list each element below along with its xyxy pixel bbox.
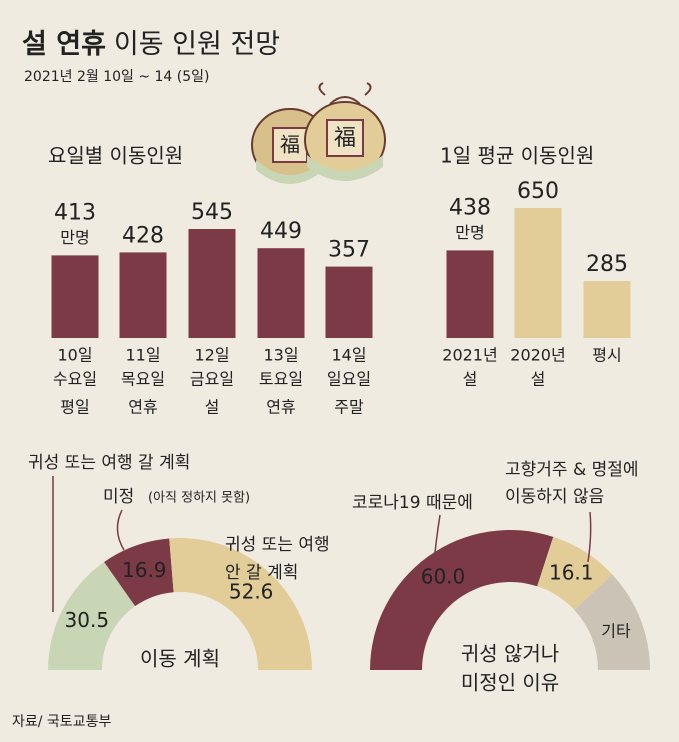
value-label: 428 xyxy=(122,223,164,248)
bar xyxy=(188,229,236,338)
donut-slice xyxy=(169,538,312,670)
slice-name: 코로나19 때문에 xyxy=(352,493,473,513)
bar xyxy=(51,255,99,338)
category-sublabel: 일요일 xyxy=(327,370,371,389)
category-label: 평시 xyxy=(592,346,621,365)
slice-name: 이동하지 않음 xyxy=(505,487,604,507)
donut-slice xyxy=(48,562,136,670)
slice-name: 귀성 또는 여행 xyxy=(225,535,330,555)
category-label: 2020년 xyxy=(510,346,565,365)
value-label: 60.0 xyxy=(421,564,466,588)
leader-line xyxy=(432,514,441,573)
donut-slice xyxy=(104,538,174,607)
donut-slice xyxy=(370,530,554,670)
svg-text:福: 福 xyxy=(334,126,356,151)
title-light: 이동 인원 전망 xyxy=(114,29,280,60)
bar xyxy=(119,252,167,338)
money-bags: 福 福 xyxy=(251,82,386,184)
bar xyxy=(583,281,631,338)
value-label: 52.6 xyxy=(229,579,274,603)
category-label: 2021년 xyxy=(442,346,497,365)
slice-name: 미정 xyxy=(103,487,134,507)
slice-name: 기타 xyxy=(601,622,631,641)
category-sublabel: 설 xyxy=(463,370,478,389)
category-sublabel: 토요일 xyxy=(259,370,303,389)
bar xyxy=(514,208,562,338)
category-sublabel: 수요일 xyxy=(53,370,97,389)
unit-label: 만명 xyxy=(455,223,484,242)
slice-note: (아직 정하지 못함) xyxy=(148,491,250,506)
donut-slice xyxy=(537,536,613,610)
category-label: 12일 xyxy=(194,346,229,365)
tag-label: 연휴 xyxy=(266,398,295,417)
category-label: 14일 xyxy=(331,346,366,365)
bar xyxy=(325,266,373,338)
title: 설 연휴 이동 인원 전망 xyxy=(22,29,280,60)
value-label: 650 xyxy=(517,179,559,204)
slice-name: 귀성 또는 여행 갈 계획 xyxy=(28,453,190,473)
bar xyxy=(446,250,494,338)
value-label: 413 xyxy=(54,200,96,225)
value-label: 16.9 xyxy=(122,558,167,582)
chart-title: 이동 계획 xyxy=(140,647,220,671)
value-label: 438 xyxy=(449,195,491,220)
leader-line xyxy=(587,511,592,563)
tag-label: 연휴 xyxy=(128,398,157,417)
value-label: 16.1 xyxy=(549,560,594,584)
value-label: 449 xyxy=(260,219,302,244)
unit-label: 만명 xyxy=(60,228,89,247)
chart-title: 요일별 이동인원 xyxy=(48,144,183,168)
donut-slice xyxy=(574,574,650,670)
value-label: 285 xyxy=(586,252,628,277)
category-label: 10일 xyxy=(57,346,92,365)
tag-label: 평일 xyxy=(60,398,89,417)
category-label: 13일 xyxy=(263,346,298,365)
chart-title: 귀성 않거나 xyxy=(461,642,559,666)
source: 자료/ 국토교통부 xyxy=(12,714,111,730)
slice-name: 고향거주 & 명절에 xyxy=(505,460,639,480)
subtitle: 2021년 2월 10일 ~ 14 (5일) xyxy=(24,69,210,85)
chart-title: 미정인 이유 xyxy=(461,671,559,695)
value-label: 545 xyxy=(191,200,233,225)
category-sublabel: 목요일 xyxy=(121,370,165,389)
category-label: 11일 xyxy=(125,346,160,365)
title-bold: 설 연휴 xyxy=(22,29,106,60)
tag-label: 주말 xyxy=(334,398,364,417)
chart-title: 1일 평균 이동인원 xyxy=(440,144,594,168)
bar xyxy=(257,248,305,338)
leader-line xyxy=(116,509,125,551)
slice-name: 안 갈 계획 xyxy=(225,563,298,583)
value-label: 357 xyxy=(328,238,370,263)
value-label: 30.5 xyxy=(65,608,110,632)
tag-label: 설 xyxy=(205,398,220,417)
category-sublabel: 설 xyxy=(531,370,546,389)
category-sublabel: 금요일 xyxy=(190,370,234,389)
svg-text:福: 福 xyxy=(280,133,300,157)
